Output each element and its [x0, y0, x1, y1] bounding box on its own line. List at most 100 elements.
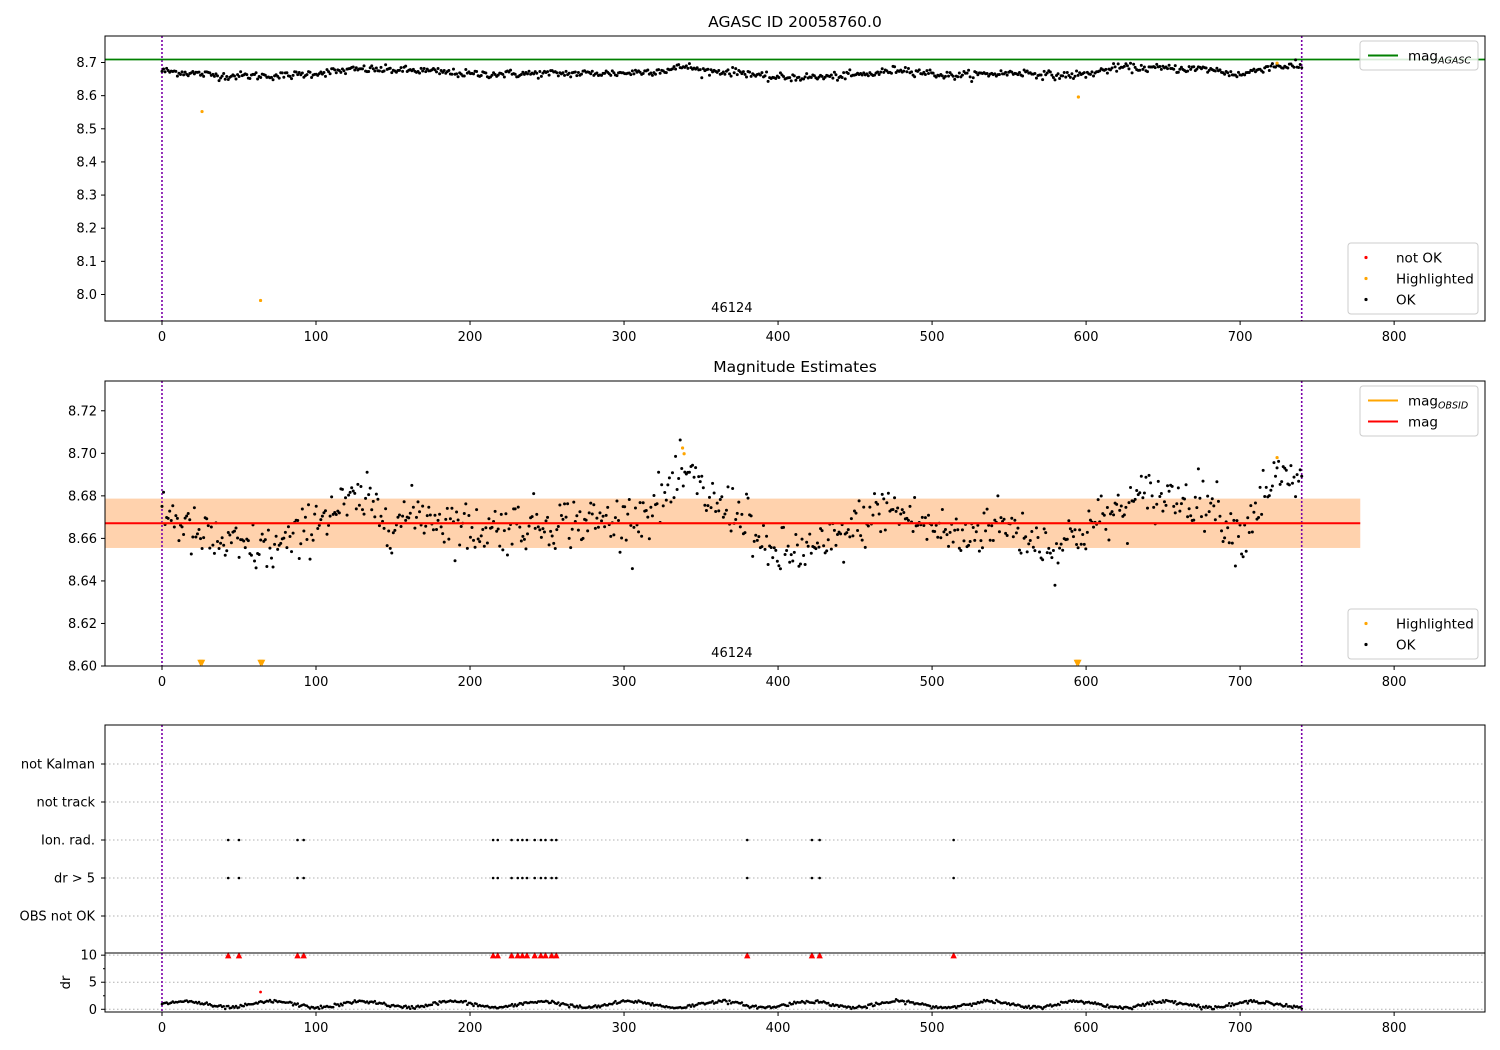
ok-point — [1267, 68, 1271, 72]
ok-point — [947, 544, 951, 548]
ok-point — [1193, 495, 1197, 499]
y-tick-label: 8.5 — [76, 122, 97, 137]
dr-point — [510, 1002, 514, 1006]
ok-point — [327, 70, 331, 74]
dr-point — [317, 1007, 321, 1011]
ok-point — [1232, 518, 1236, 522]
ok-point — [202, 536, 206, 540]
ok-point — [1233, 564, 1237, 568]
ok-point — [1016, 73, 1020, 77]
ok-point — [472, 72, 476, 76]
ok-point — [650, 73, 654, 77]
ok-point — [1033, 549, 1037, 553]
ok-point — [1159, 492, 1163, 496]
ok-point — [900, 508, 904, 512]
ok-point — [1048, 70, 1052, 74]
ok-point — [1039, 73, 1043, 77]
y-tick-label: 8.66 — [68, 532, 97, 547]
ok-point — [282, 75, 286, 79]
ok-point — [533, 526, 537, 530]
ok-point — [493, 509, 497, 513]
ok-point — [1010, 516, 1014, 520]
ok-point — [735, 511, 739, 515]
ok-point — [1172, 504, 1176, 508]
ok-point — [459, 524, 463, 528]
ok-point — [715, 501, 719, 505]
ok-point — [436, 66, 440, 70]
ok-point — [835, 533, 839, 537]
ok-point — [569, 546, 573, 550]
ok-point — [791, 559, 795, 563]
ok-point — [223, 553, 227, 557]
ok-point — [1013, 518, 1017, 522]
ok-point — [1115, 69, 1119, 73]
ok-point — [175, 516, 179, 520]
ok-point — [980, 546, 984, 550]
ok-point — [226, 530, 230, 534]
ok-point — [359, 485, 363, 489]
not-ok-marker — [519, 951, 526, 959]
ok-point — [926, 513, 930, 517]
ok-point — [290, 550, 294, 554]
ok-point — [718, 498, 722, 502]
ok-point — [866, 524, 870, 528]
ok-point — [1290, 481, 1294, 485]
ok-point — [1287, 483, 1291, 487]
dr-point — [1173, 1000, 1177, 1003]
y-tick-label: 8.4 — [76, 155, 97, 170]
ok-point — [1173, 511, 1177, 515]
ok-point — [1241, 555, 1245, 559]
ok-point — [484, 71, 488, 75]
dr-point — [472, 1004, 475, 1008]
ok-point — [974, 530, 978, 534]
ok-point — [893, 65, 897, 69]
ok-point — [535, 512, 539, 516]
dr-point — [1025, 1006, 1029, 1009]
ok-point — [877, 512, 881, 516]
ok-point — [1051, 549, 1055, 553]
ok-point — [905, 70, 909, 74]
ok-point — [527, 69, 531, 73]
dr-point — [1229, 1004, 1233, 1008]
ok-point — [985, 507, 989, 511]
ok-point — [1270, 484, 1274, 488]
ok-point — [1125, 64, 1129, 68]
ok-point — [191, 69, 195, 73]
x-tick-label: 700 — [1228, 330, 1253, 345]
ok-point — [680, 466, 684, 470]
ok-point — [1078, 528, 1082, 532]
ok-point — [353, 491, 357, 495]
flag-point — [226, 838, 230, 842]
ok-point — [1061, 548, 1065, 552]
ok-point — [566, 502, 570, 506]
ok-point — [1085, 530, 1089, 534]
flag-point — [516, 876, 520, 880]
x-tick-label: 400 — [766, 330, 791, 345]
ok-point — [458, 543, 462, 547]
dr-point — [351, 1000, 355, 1004]
ok-point — [840, 75, 844, 79]
ok-point — [1142, 65, 1146, 69]
ok-point — [737, 500, 741, 504]
ok-point — [504, 512, 508, 516]
not-ok-marker — [300, 951, 307, 959]
ok-point — [353, 68, 357, 72]
flag-point — [818, 838, 821, 842]
ok-point — [595, 71, 599, 75]
ok-point — [294, 70, 298, 74]
dr-point — [404, 1004, 407, 1008]
ok-point — [707, 73, 711, 77]
ok-point — [245, 73, 249, 77]
ok-point — [239, 70, 243, 74]
ok-point — [1247, 71, 1251, 75]
axes-frame — [104, 380, 1486, 667]
ok-point — [882, 70, 886, 74]
legend-dot-swatch — [1364, 276, 1368, 281]
ok-point — [706, 67, 710, 71]
ok-point — [803, 562, 807, 566]
ok-point — [893, 496, 897, 500]
flag-point — [521, 838, 524, 842]
dr-point — [353, 999, 357, 1002]
ok-point — [852, 509, 856, 513]
ok-point — [1144, 475, 1148, 479]
